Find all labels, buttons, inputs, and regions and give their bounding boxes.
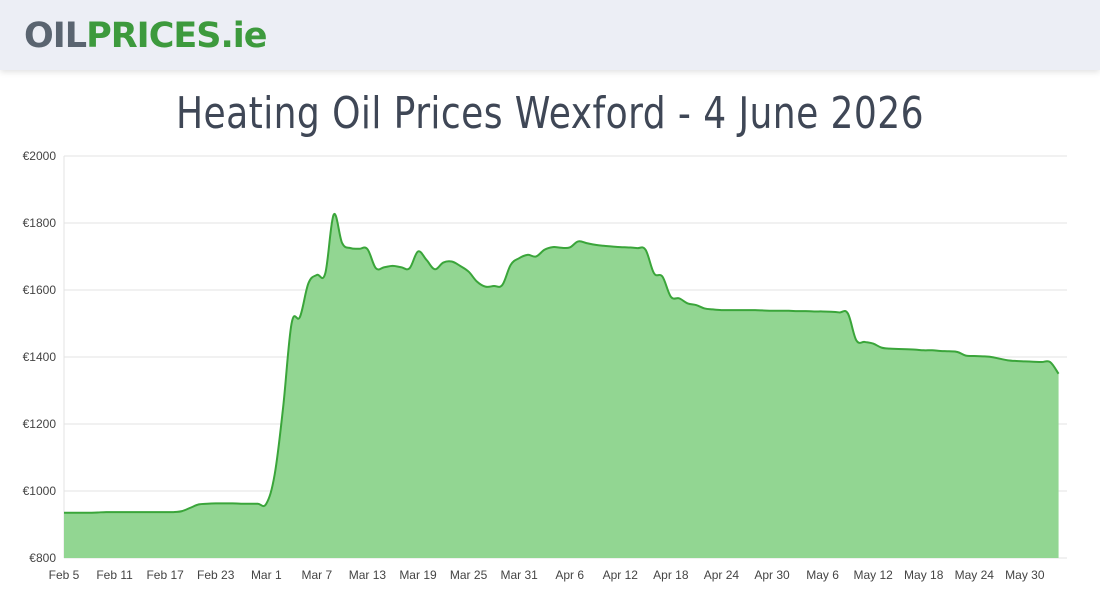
x-tick-label: Apr 24 bbox=[704, 568, 740, 582]
chart-title: Heating Oil Prices Wexford - 4 June 2026 bbox=[175, 88, 925, 139]
x-tick-label: May 6 bbox=[806, 568, 839, 582]
x-tick-label: Feb 11 bbox=[96, 568, 133, 582]
x-tick-label: Feb 5 bbox=[49, 568, 80, 582]
x-tick-label: Apr 30 bbox=[754, 568, 790, 582]
price-area bbox=[64, 213, 1059, 558]
x-tick-label: May 30 bbox=[1005, 568, 1045, 582]
x-tick-label: Mar 7 bbox=[302, 568, 333, 582]
x-tick-label: Feb 17 bbox=[146, 568, 184, 582]
y-tick-label: €2000 bbox=[23, 149, 57, 163]
logo-oil-text: OIL bbox=[24, 16, 87, 56]
y-tick-label: €800 bbox=[29, 551, 56, 565]
logo-prices-text: PRICES.ie bbox=[86, 16, 267, 56]
y-tick-label: €1800 bbox=[23, 216, 57, 230]
x-tick-label: Mar 25 bbox=[450, 568, 488, 582]
x-tick-label: Mar 13 bbox=[349, 568, 387, 582]
x-tick-label: Apr 18 bbox=[653, 568, 689, 582]
y-tick-label: €1200 bbox=[23, 417, 57, 431]
y-axis-labels: €800 €1000 €1200 €1400 €1600 €1800 €2000 bbox=[23, 149, 57, 565]
x-tick-label: Mar 31 bbox=[500, 568, 538, 582]
x-tick-label: May 18 bbox=[904, 568, 944, 582]
price-line bbox=[63, 213, 1060, 514]
y-tick-label: €1400 bbox=[23, 350, 57, 364]
x-tick-label: Apr 12 bbox=[603, 568, 639, 582]
x-tick-label: Feb 23 bbox=[197, 568, 235, 582]
x-axis-labels: Feb 5 Feb 11 Feb 17 Feb 23 Mar 1 Mar 7 Mar 13 M… bbox=[49, 568, 1045, 582]
site-header: OILPRICES.ie bbox=[0, 0, 1100, 70]
y-tick-label: €1600 bbox=[23, 283, 57, 297]
x-tick-label: Mar 19 bbox=[399, 568, 437, 582]
x-tick-label: May 24 bbox=[955, 568, 995, 582]
site-logo[interactable]: OILPRICES.ie bbox=[24, 14, 268, 58]
x-tick-label: May 12 bbox=[853, 568, 893, 582]
x-tick-label: Apr 6 bbox=[555, 568, 584, 582]
x-tick-label: Mar 1 bbox=[251, 568, 282, 582]
y-tick-label: €1000 bbox=[23, 484, 57, 498]
